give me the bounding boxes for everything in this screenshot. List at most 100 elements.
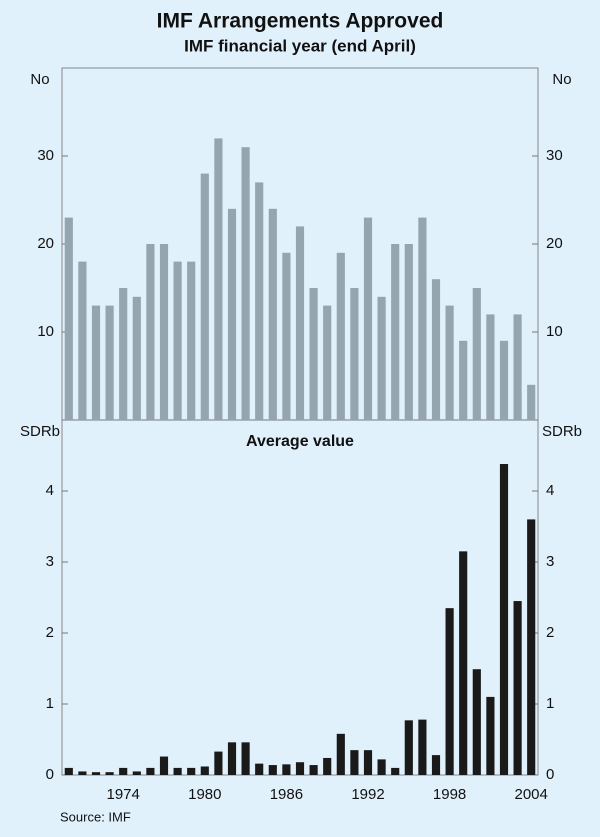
chart-subtitle: IMF financial year (end April) [184,36,416,55]
bar [105,305,114,420]
bar [350,288,359,420]
y2-tick-label: 3 [546,553,554,570]
x-tick-label: 1998 [433,786,466,803]
bar [404,720,413,775]
bar [214,751,223,775]
bar [377,759,386,775]
bar [241,742,250,775]
bar [445,305,454,420]
x-tick-label: 2004 [515,786,548,803]
bar [227,208,237,420]
bar [486,314,495,420]
bar [391,767,400,775]
bar [391,244,400,420]
bar [513,314,522,420]
y-tick-label: 1 [46,695,54,712]
bar [527,384,536,420]
bar [459,340,468,420]
y-tick-label: 4 [46,482,54,499]
bar [105,772,114,775]
y2-tick-label: 1 [546,695,554,712]
bar [377,296,386,420]
bar [418,719,427,775]
y-tick-label: 3 [46,553,54,570]
bar [146,244,155,420]
bar [404,244,413,420]
y-axis-label: SDRb [20,423,60,440]
panel-title: Average value [246,433,354,450]
x-tick-label: 1974 [107,786,140,803]
bar [187,261,196,420]
bar [309,765,318,775]
bar [295,762,305,775]
bar [513,601,522,775]
bar [91,305,101,420]
bar [323,757,332,775]
bar [499,464,509,775]
bar [363,217,373,420]
bar [431,755,441,775]
y2-axis-label: SDRb [542,423,582,440]
y2-axis-label: No [552,71,571,88]
y2-tick-label: 4 [546,482,554,499]
bar [295,226,305,420]
bar [78,261,87,420]
y-tick-label: 20 [37,235,54,252]
bar [200,173,209,420]
bar [132,771,141,775]
x-tick-label: 1986 [270,786,303,803]
bar [64,217,73,420]
y-tick-label: 0 [46,766,54,783]
bar [472,669,481,775]
bar [486,696,495,775]
bar [268,208,277,420]
bar [350,750,359,775]
y2-tick-label: 2 [546,624,554,641]
bar [527,519,536,775]
bar [214,138,223,420]
x-tick-label: 1992 [351,786,384,803]
bar [268,765,277,775]
bar [255,182,264,420]
bar [309,288,318,420]
bar [173,767,182,775]
bar [227,742,237,775]
bar [187,767,196,775]
y2-tick-label: 0 [546,766,554,783]
bar [418,217,427,420]
y2-tick-label: 10 [546,323,563,340]
bar [336,733,345,775]
bar [445,608,454,775]
x-tick-label: 1980 [188,786,221,803]
y2-tick-label: 30 [546,147,563,164]
bar [78,771,87,775]
bar [499,340,509,420]
bar [159,244,169,420]
bar [459,551,468,775]
bar [64,767,73,775]
bar [255,763,264,775]
y-axis-label: No [30,71,49,88]
bar [200,766,209,775]
bar [132,296,141,420]
bar [431,279,441,420]
y2-tick-label: 20 [546,235,563,252]
bar [173,261,182,420]
bar [472,288,481,420]
bar [91,772,101,775]
bar [146,767,155,775]
bar [323,305,332,420]
bar [282,764,291,775]
bar [119,288,128,420]
bar [363,750,373,775]
y-tick-label: 2 [46,624,54,641]
bar [336,252,345,420]
source: Source: IMF [60,809,131,824]
bar [159,756,169,775]
y-tick-label: 30 [37,147,54,164]
chart-title: IMF Arrangements Approved [157,10,444,33]
bar [241,147,250,420]
y-tick-label: 10 [37,323,54,340]
bar [119,767,128,775]
